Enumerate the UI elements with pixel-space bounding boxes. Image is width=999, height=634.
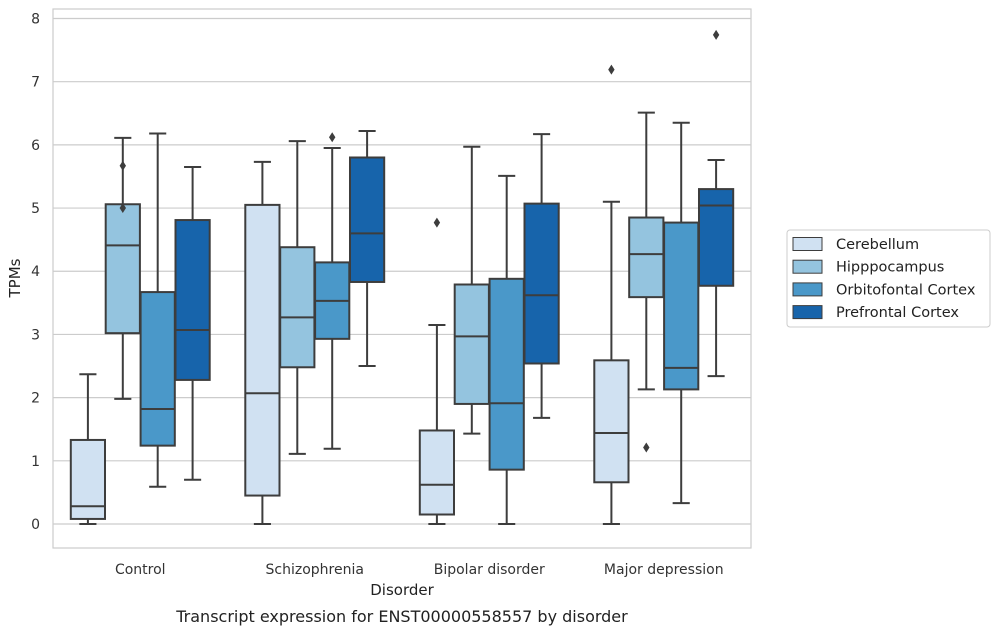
iqr-box [174,219,211,381]
iqr-box [279,246,316,369]
iqr-box [139,291,176,447]
iqr-box [453,283,490,405]
legend-label: Cerebellum [836,237,919,253]
y-axis-label: TPMs [6,258,24,298]
box-hipppocampus [628,111,665,453]
y-tick-label: 8 [31,11,40,27]
iqr-box [663,221,700,391]
y-tick-label: 2 [31,391,40,407]
iqr-box [488,277,525,471]
iqr-box [523,202,560,365]
outlier-point [643,442,650,453]
box-cerebellum [593,64,630,525]
y-tick-label: 4 [31,264,40,280]
iqr-box [104,203,141,335]
box-cerebellum [418,217,456,525]
outlier-point [119,203,126,214]
box-orbitofontal-cortex [139,132,176,488]
outlier-point [119,160,126,171]
boxes [69,29,735,525]
y-tick-label: 6 [31,138,40,154]
box-prefrontal-cortex [697,29,735,378]
x-tick-label: Schizophrenia [266,562,364,578]
legend-swatch [792,237,823,251]
box-prefrontal-cortex [523,133,560,419]
legend-label: Prefrontal Cortex [836,305,959,321]
outlier-point [712,29,720,40]
legend-swatch [792,282,823,297]
box-orbitofontal-cortex [314,132,351,450]
x-tick-label: Major depression [604,562,724,578]
box-prefrontal-cortex [348,129,386,368]
box-orbitofontal-cortex [488,174,525,525]
y-tick-label: 7 [31,75,40,91]
legend: Cerebellum Hipppocampus Orbitofontal Corte… [786,229,991,328]
legend-swatch [792,305,823,320]
box-orbitofontal-cortex [663,121,700,505]
box-hipppocampus [104,136,141,400]
y-tick-label: 3 [31,327,40,343]
x-tick-label: Control [115,562,166,578]
legend-swatch [792,259,823,274]
box-hipppocampus [279,140,316,455]
x-tick-label: Bipolar disorder [434,562,545,578]
chart-caption: Transcript expression for ENST0000055855… [175,607,628,626]
box-cerebellum [244,160,281,525]
outlier-point [329,132,336,143]
y-tick-label: 1 [31,454,40,470]
legend-label: Hipppocampus [836,260,944,276]
box-prefrontal-cortex [174,165,211,481]
iqr-box [418,429,456,516]
iqr-box [697,188,735,287]
iqr-box [593,359,630,484]
outlier-point [608,64,615,75]
iqr-box [348,156,386,283]
legend-label: Orbitofontal Cortex [836,282,976,298]
x-axis-label: Disorder [370,581,434,599]
legend-frame [786,229,991,328]
box-cerebellum [69,373,107,525]
y-tick-labels: 0 1 2 3 4 5 6 7 8 [31,11,40,533]
y-tick-label: 5 [31,201,40,217]
iqr-box [244,203,281,497]
iqr-box [628,216,665,299]
plot-frame [52,8,752,549]
y-tick-label: 0 [31,517,40,533]
outlier-point [433,217,441,228]
x-tick-labels: Control Schizophrenia Bipolar disorder Majo… [115,562,724,578]
